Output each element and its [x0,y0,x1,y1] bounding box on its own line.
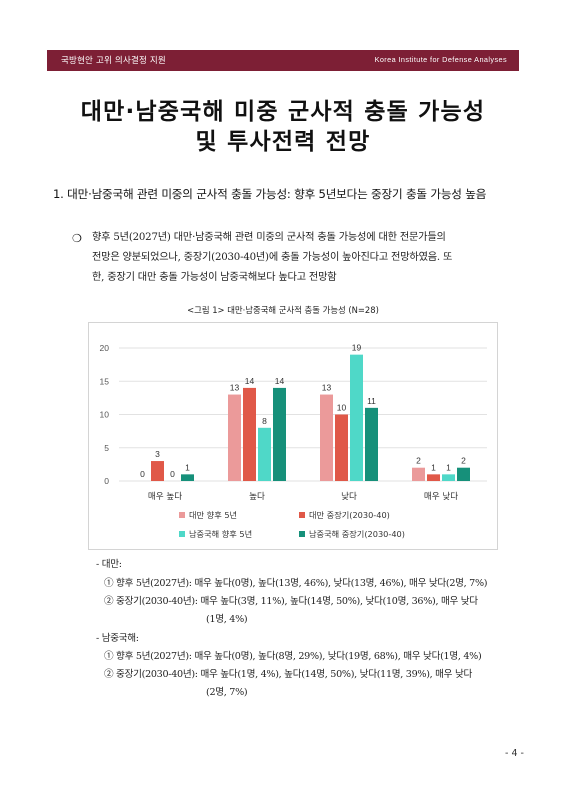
notes-taiwan-line2-cont: (1명, 4%) [206,614,248,625]
notes-scs-label: - 남중국해: [96,633,139,644]
legend-swatch [179,531,185,537]
bar-data-label: 0 [170,469,175,479]
bar-data-label: 2 [461,456,466,466]
figure-caption: <그림 1> 대만·남중국해 군사적 충돌 가능성 (N=28) [187,305,379,315]
chart-bar [181,474,194,481]
section-heading: 1. 대만·남중국해 관련 미중의 군사적 충돌 가능성: 향후 5년보다는 중… [53,187,487,201]
notes-taiwan-line1: ① 향후 5년(2027년): 매우 높다(0명), 높다(13명, 46%),… [104,578,488,589]
x-category-label: 낮다 [341,491,357,502]
chart-bar [350,354,363,481]
bullet-circle-icon: ❍ [72,232,82,245]
header-right-text: Korea Institute for Defense Analyses [374,55,507,64]
legend-swatch [299,531,305,537]
bar-data-label: 1 [185,462,190,472]
bar-chart: 0 5 10 15 20 0 3 0 1 매우 높다 13 14 8 14 높다 13 10 19 11 낮다 2 1 1 2… [88,322,498,550]
chart-bar [258,427,271,481]
chart-bar [412,467,425,481]
x-category-label: 높다 [249,491,265,502]
notes-scs-line1: ① 향후 5년(2027년): 매우 높다(0명), 높다(8명, 29%), … [104,651,482,662]
legend-label: 남중국해 중장기(2030-40) [309,529,405,539]
bar-data-label: 1 [446,462,451,472]
document-title-line2: 및 투사전력 전망 [195,129,371,155]
chart-bar [427,474,440,481]
paragraph-line-3: 한, 중장기 대만 충돌 가능성이 남중국해보다 높다고 전망함 [92,272,337,283]
paragraph-line-2: 전망은 양분되었으나, 중장기(2030-40년)에 충돌 가능성이 높아진다고… [92,252,453,263]
legend-label: 남중국해 향후 5년 [189,529,252,539]
chart-bar [442,474,455,481]
bar-data-label: 13 [322,383,332,393]
chart-bar [228,394,241,481]
page-number: - 4 - [505,748,524,759]
chart-bar [151,461,164,481]
notes-taiwan-label: - 대만: [96,559,122,570]
chart-bar [457,467,470,481]
paragraph-line-1: 향후 5년(2027년) 대만·남중국해 관련 미중의 군사적 충돌 가능성에 … [92,232,446,243]
legend-label: 대만 향후 5년 [189,510,237,520]
chart-bar [365,407,378,481]
header-band: 국방현안 고위 의사결정 지원 Korea Institute for Defe… [47,50,519,71]
chart-bar [243,387,256,481]
chart-bar [335,414,348,481]
chart-bar [320,394,333,481]
y-tick-label: 15 [100,376,110,386]
bar-data-label: 14 [275,376,285,386]
bar-data-label: 14 [245,376,255,386]
notes-scs-line2-cont: (2명, 7%) [206,687,248,698]
legend-label: 대만 중장기(2030-40) [309,510,390,520]
header-left-text: 국방현안 고위 의사결정 지원 [61,56,166,66]
bar-data-label: 19 [352,343,362,353]
bar-data-label: 13 [230,383,240,393]
bar-data-label: 11 [367,396,376,406]
y-tick-label: 20 [100,343,110,353]
bar-data-label: 8 [262,416,267,426]
bullet-paragraph: 향후 5년(2027년) 대만·남중국해 관련 미중의 군사적 충돌 가능성에 … [92,228,528,288]
y-tick-label: 5 [104,443,109,453]
bar-data-label: 1 [431,462,436,472]
notes-taiwan-line2: ② 중장기(2030-40년): 매우 높다(3명, 11%), 높다(14명,… [104,596,478,607]
document-title-line1: 대만·남중국해 미중 군사적 충돌 가능성 [80,99,486,125]
legend-swatch [179,512,185,518]
bar-data-label: 3 [155,449,160,459]
legend-swatch [299,512,305,518]
x-category-label: 매우 낮다 [424,491,458,502]
bar-data-label: 0 [140,469,145,479]
chart-bar [273,387,286,481]
y-tick-label: 10 [100,410,110,420]
y-tick-label: 0 [104,476,109,486]
bar-data-label: 2 [416,456,421,466]
bar-data-label: 10 [337,403,347,413]
x-category-label: 매우 높다 [148,491,182,502]
notes-scs-line2: ② 중장기(2030-40년): 매우 높다(1명, 4%), 높다(14명, … [104,669,473,680]
